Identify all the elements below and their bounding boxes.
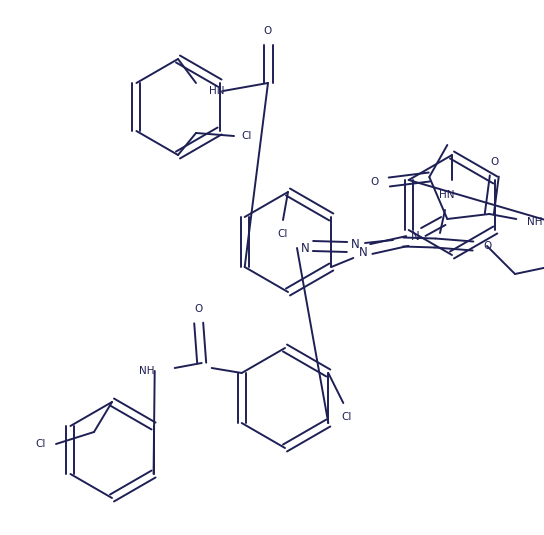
Text: N: N xyxy=(411,231,419,243)
Text: O: O xyxy=(195,304,203,314)
Text: NH: NH xyxy=(139,366,154,376)
Text: O: O xyxy=(483,241,491,251)
Text: N: N xyxy=(301,241,310,255)
Text: HN: HN xyxy=(209,86,225,96)
Text: O: O xyxy=(264,26,272,36)
Text: O: O xyxy=(370,177,379,187)
Text: N: N xyxy=(359,247,368,259)
Text: Cl: Cl xyxy=(278,229,288,239)
Text: N: N xyxy=(351,239,360,251)
Text: Cl: Cl xyxy=(242,131,252,141)
Text: O: O xyxy=(490,157,498,167)
Text: HN: HN xyxy=(439,190,455,200)
Text: NH: NH xyxy=(527,217,542,227)
Text: Cl: Cl xyxy=(341,412,351,422)
Text: Cl: Cl xyxy=(36,439,46,449)
